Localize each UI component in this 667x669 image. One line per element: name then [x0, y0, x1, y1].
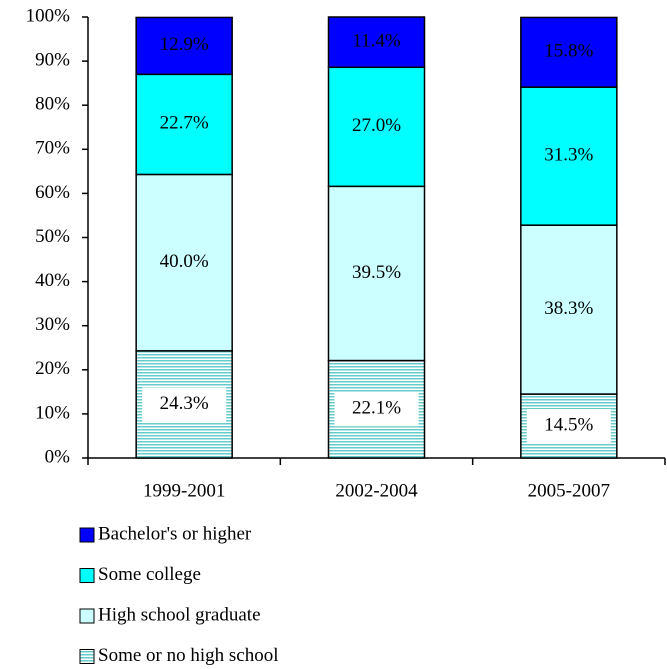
value-label: 31.3% — [544, 144, 593, 165]
bar-segment — [135, 173, 233, 352]
value-label: 14.5% — [544, 414, 593, 435]
legend-label: Bachelor's or higher — [98, 523, 252, 544]
y-tick-label: 40% — [35, 270, 70, 291]
bar-segment — [520, 224, 618, 395]
y-tick-label: 80% — [35, 94, 70, 115]
x-tick-label: 2002-2004 — [335, 480, 418, 501]
value-label: 24.3% — [160, 393, 209, 414]
legend-swatch — [79, 649, 95, 664]
value-label: 22.1% — [352, 398, 401, 419]
value-label-box — [334, 392, 419, 427]
legend-swatch — [79, 608, 95, 624]
legend-swatch — [79, 568, 95, 583]
bar-segment — [327, 185, 426, 362]
legend-label: High school graduate — [98, 604, 261, 625]
y-tick-label: 10% — [35, 402, 70, 423]
y-tick-label: 20% — [35, 358, 70, 379]
value-label: 38.3% — [544, 298, 593, 319]
bar-segment — [327, 16, 426, 69]
value-label: 15.8% — [544, 41, 593, 62]
y-tick-label: 60% — [35, 182, 70, 203]
value-label: 39.5% — [352, 262, 401, 283]
value-label: 12.9% — [160, 34, 209, 55]
bar-segment — [327, 66, 426, 188]
y-tick-label: 30% — [35, 314, 70, 335]
value-label-box — [142, 387, 227, 422]
x-tick-label: 2005-2007 — [528, 480, 610, 501]
legend-swatch — [79, 527, 95, 543]
y-tick-label: 70% — [35, 138, 70, 159]
bar-segment — [520, 86, 618, 226]
bar-segment — [135, 73, 233, 176]
legend-label: Some college — [98, 564, 201, 585]
y-tick-label: 100% — [26, 5, 71, 26]
x-tick-label: 1999-2001 — [143, 480, 225, 501]
value-label: 22.7% — [160, 113, 209, 134]
value-label: 11.4% — [352, 30, 401, 51]
y-tick-label: 0% — [45, 446, 71, 467]
bar-segment — [135, 16, 233, 76]
value-label-box — [526, 409, 611, 444]
value-label: 40.0% — [160, 251, 209, 272]
y-tick-label: 90% — [35, 49, 70, 70]
legend-label: Some or no high school — [98, 645, 279, 666]
y-tick-label: 50% — [35, 226, 70, 247]
bar-segment — [520, 16, 618, 88]
value-label: 27.0% — [352, 115, 401, 136]
